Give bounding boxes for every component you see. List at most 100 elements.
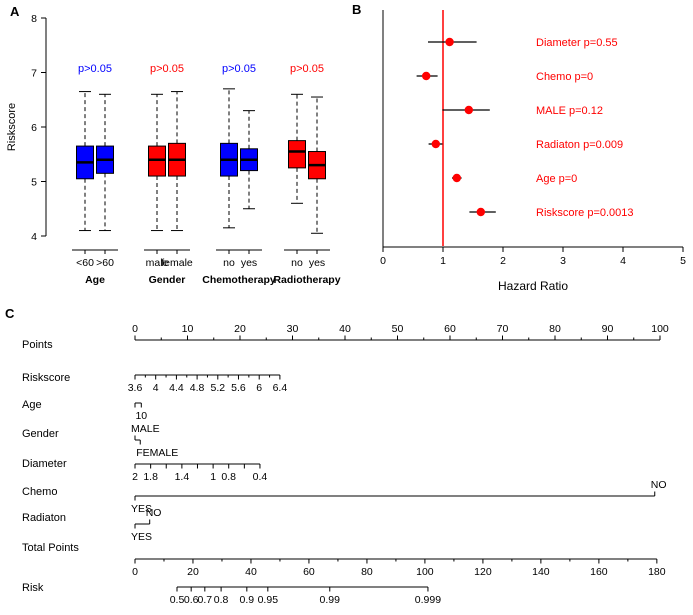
svg-text:2: 2: [132, 471, 138, 483]
svg-text:0.8: 0.8: [214, 594, 229, 606]
nomogram-row: Diameter 2 1.8 1.4 1 0.8 0.4: [22, 458, 267, 483]
svg-text:1: 1: [210, 471, 216, 483]
svg-text:4: 4: [153, 382, 159, 394]
boxplot-group: p>0.05 <60 >60 Age: [72, 63, 118, 286]
forest-item: Diameter p=0.55: [428, 37, 618, 49]
svg-text:0.99: 0.99: [320, 594, 341, 606]
svg-text:6: 6: [31, 122, 37, 134]
svg-text:160: 160: [590, 566, 608, 578]
svg-text:Riskscore: Riskscore: [22, 372, 70, 384]
svg-text:>60: >60: [96, 257, 114, 269]
svg-text:YES: YES: [131, 503, 152, 515]
svg-text:Chemo p=0: Chemo p=0: [536, 71, 593, 83]
panel-b-label: B: [352, 2, 362, 17]
svg-text:10: 10: [135, 410, 147, 422]
svg-text:YES: YES: [131, 531, 152, 543]
svg-text:MALE p=0.12: MALE p=0.12: [536, 105, 603, 117]
nomogram-row: Risk 0.5 0.6 0.7 0.8 0.9 0.95 0.99 0.999: [22, 582, 441, 606]
svg-text:Diameter p=0.55: Diameter p=0.55: [536, 37, 618, 49]
nomogram-row: Chemo YES NO: [22, 479, 667, 515]
boxplot-group: p>0.05 no yes Chemotherapy: [202, 63, 276, 286]
svg-text:0.6: 0.6: [184, 594, 199, 606]
nomogram-row: Age 10: [22, 399, 147, 422]
svg-text:50: 50: [392, 323, 404, 335]
svg-text:Gender: Gender: [22, 428, 59, 440]
nomogram-row: Radiaton YES NO: [22, 507, 161, 543]
svg-text:yes: yes: [241, 257, 257, 269]
svg-text:FEMALE: FEMALE: [136, 447, 178, 459]
svg-text:Gender: Gender: [149, 274, 186, 286]
svg-text:NO: NO: [651, 479, 667, 491]
svg-text:Hazard Ratio: Hazard Ratio: [498, 279, 568, 293]
svg-text:3: 3: [560, 255, 566, 267]
svg-text:60: 60: [303, 566, 315, 578]
svg-text:140: 140: [532, 566, 550, 578]
svg-text:60: 60: [444, 323, 456, 335]
forest-axes: 0 1 2 3 4 5 Hazard Ratio: [380, 10, 686, 293]
svg-text:1.4: 1.4: [175, 471, 190, 483]
forest-item: MALE p=0.12: [442, 105, 603, 117]
svg-text:5: 5: [31, 177, 37, 189]
svg-text:Radiotherapy: Radiotherapy: [273, 274, 340, 286]
svg-text:Radiaton: Radiaton: [22, 512, 66, 524]
nomogram-row: Riskscore 3.6 4 4.4 4.8 5.2 5.6 6 6.4: [22, 372, 287, 394]
svg-text:Age p=0: Age p=0: [536, 173, 577, 185]
svg-text:5.2: 5.2: [210, 382, 225, 394]
svg-text:4.8: 4.8: [190, 382, 205, 394]
svg-text:yes: yes: [309, 257, 325, 269]
svg-text:Chemotherapy: Chemotherapy: [202, 274, 276, 286]
forest-item: Age p=0: [452, 173, 577, 185]
nomogram-row: Gender MALE FEMALE: [22, 423, 178, 459]
boxplot-group: p>0.05 no yes Radiotherapy: [273, 63, 340, 286]
svg-text:20: 20: [234, 323, 246, 335]
svg-text:80: 80: [549, 323, 561, 335]
panel-c-label: C: [5, 306, 15, 321]
svg-text:3.6: 3.6: [128, 382, 143, 394]
boxplot-y-axis: 4 5 6 7 8 Riskscore: [6, 13, 47, 243]
svg-text:0.7: 0.7: [198, 594, 213, 606]
svg-text:0.8: 0.8: [221, 471, 236, 483]
hazard-ratio-forest-plot: 0 1 2 3 4 5 Hazard Ratio Diameter p=0.55 Chemo p…: [380, 10, 686, 293]
svg-text:120: 120: [474, 566, 492, 578]
svg-text:180: 180: [648, 566, 666, 578]
svg-text:20: 20: [187, 566, 199, 578]
svg-text:MALE: MALE: [131, 423, 160, 435]
svg-text:40: 40: [245, 566, 257, 578]
svg-text:0.999: 0.999: [415, 594, 441, 606]
svg-text:Age: Age: [85, 274, 105, 286]
svg-text:6: 6: [256, 382, 262, 394]
forest-item: Riskscore p=0.0013: [469, 207, 634, 219]
svg-text:4.4: 4.4: [169, 382, 184, 394]
svg-text:Chemo: Chemo: [22, 486, 57, 498]
svg-text:0.5: 0.5: [170, 594, 185, 606]
nomogram-row: Total Points 0 20 40 60 80 100 120 140 160 180: [22, 542, 666, 578]
svg-text:7: 7: [31, 68, 37, 80]
svg-text:80: 80: [361, 566, 373, 578]
svg-text:8: 8: [31, 13, 37, 25]
svg-text:Riskscore p=0.0013: Riskscore p=0.0013: [536, 207, 634, 219]
svg-text:Diameter: Diameter: [22, 458, 67, 470]
forest-item: Chemo p=0: [416, 71, 593, 83]
svg-text:0.95: 0.95: [258, 594, 279, 606]
svg-text:p>0.05: p>0.05: [290, 63, 324, 75]
svg-text:5.6: 5.6: [231, 382, 246, 394]
svg-text:6.4: 6.4: [273, 382, 288, 394]
svg-text:p>0.05: p>0.05: [78, 63, 112, 75]
svg-text:female: female: [161, 257, 193, 269]
svg-text:0: 0: [132, 566, 138, 578]
svg-text:70: 70: [497, 323, 509, 335]
svg-text:<60: <60: [76, 257, 94, 269]
svg-text:1: 1: [440, 255, 446, 267]
svg-text:10: 10: [182, 323, 194, 335]
svg-text:Riskscore: Riskscore: [6, 103, 18, 151]
svg-text:90: 90: [602, 323, 614, 335]
svg-text:0: 0: [132, 323, 138, 335]
svg-text:Points: Points: [22, 339, 53, 351]
svg-text:NO: NO: [146, 507, 162, 519]
svg-text:Radiaton p=0.009: Radiaton p=0.009: [536, 139, 623, 151]
svg-text:0.9: 0.9: [240, 594, 255, 606]
svg-text:p>0.05: p>0.05: [150, 63, 184, 75]
panel-a-label: A: [10, 4, 20, 19]
